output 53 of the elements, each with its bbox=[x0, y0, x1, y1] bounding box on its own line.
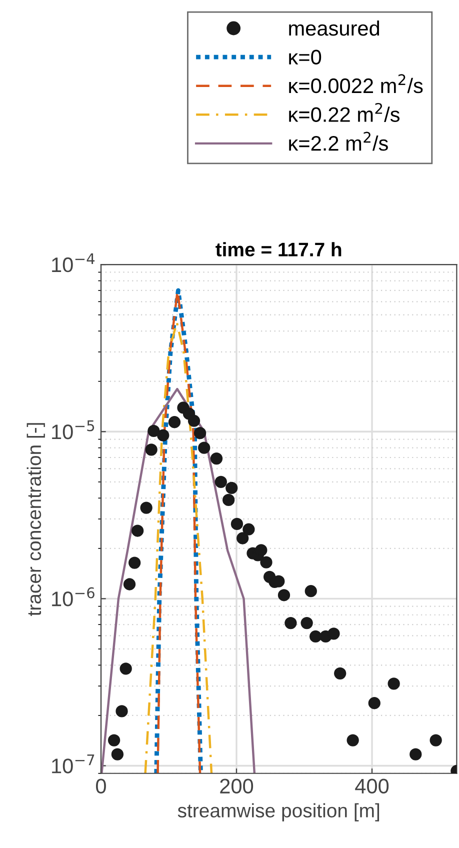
point bbox=[284, 616, 297, 630]
point bbox=[188, 414, 200, 427]
point bbox=[148, 424, 160, 437]
legend-label: κ=0.22 m$^{2}$/s bbox=[289, 102, 400, 122]
point bbox=[157, 429, 170, 442]
point bbox=[430, 734, 442, 746]
point bbox=[410, 748, 422, 760]
point bbox=[388, 678, 400, 690]
point bbox=[309, 630, 322, 643]
legend-label: κ=0 bbox=[289, 50, 322, 65]
legend-label: κ=2.2 m$^{2}$/s bbox=[289, 132, 388, 151]
point bbox=[304, 585, 317, 598]
point bbox=[334, 667, 346, 680]
line-series bbox=[100, 388, 256, 774]
point bbox=[278, 589, 290, 602]
point bbox=[131, 524, 144, 537]
chart-title: time = 117.7 h bbox=[216, 242, 342, 256]
x-tick-label: 200 bbox=[220, 778, 254, 794]
point bbox=[140, 502, 152, 514]
line-series bbox=[144, 321, 213, 774]
point bbox=[300, 616, 313, 630]
point bbox=[236, 532, 249, 544]
x-tick-label: 400 bbox=[355, 778, 389, 794]
point bbox=[111, 748, 124, 760]
point bbox=[120, 662, 132, 675]
point bbox=[255, 544, 268, 556]
point bbox=[368, 697, 380, 710]
y-tick-label: 10$^{−4}$ bbox=[52, 253, 95, 272]
point bbox=[128, 556, 141, 569]
y-tick-label: 10$^{−6}$ bbox=[52, 587, 94, 606]
point bbox=[346, 734, 359, 746]
point bbox=[168, 416, 181, 428]
point bbox=[116, 705, 128, 718]
point bbox=[108, 734, 120, 746]
legend-label: measured bbox=[289, 20, 380, 36]
point bbox=[260, 556, 272, 568]
point bbox=[198, 442, 210, 454]
point bbox=[328, 628, 340, 640]
y-tick-label: 10$^{−5}$ bbox=[52, 420, 94, 440]
y-tick-label: 10$^{−7}$ bbox=[52, 754, 94, 774]
point bbox=[145, 444, 158, 456]
point bbox=[222, 494, 235, 506]
y-axis-title: tracer concentration [-] bbox=[26, 423, 45, 616]
x-axis-title: streamwise position [m] bbox=[178, 803, 380, 822]
point bbox=[230, 518, 244, 530]
point bbox=[123, 578, 136, 590]
point bbox=[210, 452, 223, 465]
x-tick-label: 0 bbox=[96, 778, 106, 794]
point bbox=[194, 427, 206, 440]
point bbox=[242, 523, 255, 536]
legend-label: κ=0.0022 m$^{2}$/s bbox=[289, 74, 423, 94]
point bbox=[226, 482, 238, 494]
point bbox=[214, 476, 227, 488]
